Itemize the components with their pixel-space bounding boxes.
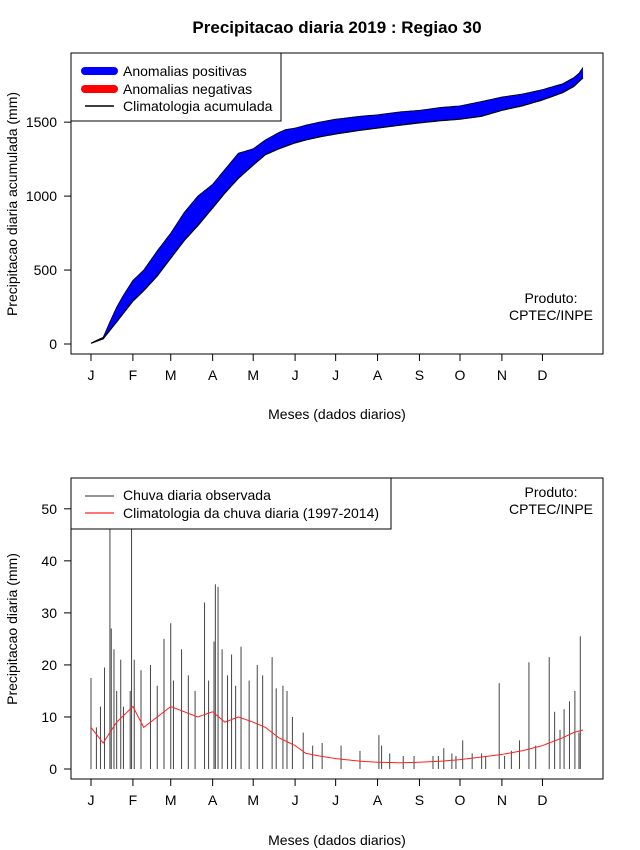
- legend-label-positive: Anomalias positivas: [123, 63, 247, 79]
- y-tick-label: 50: [41, 501, 57, 517]
- x-tick-label: O: [455, 367, 466, 383]
- chart-title: Precipitacao diaria 2019 : Regiao 30: [192, 18, 481, 37]
- climatology-rain-layer: [90, 705, 584, 764]
- positive-anomaly-area: [91, 67, 583, 344]
- annotation: Produto: CPTEC/INPE: [509, 290, 593, 323]
- legend-label-observed: Chuva diaria observada: [123, 487, 271, 503]
- x-tick-label: J: [88, 367, 95, 383]
- x-tick-label: A: [208, 792, 218, 808]
- legend: Anomalias positivas Anomalias negativas …: [70, 52, 282, 122]
- x-tick-label: M: [247, 792, 259, 808]
- y-tick-label: 0: [49, 336, 57, 352]
- y-tick-label: 500: [34, 262, 58, 278]
- y-tick-label: 10: [41, 709, 57, 725]
- x-tick-label: A: [208, 367, 218, 383]
- x-tick-label: M: [165, 792, 177, 808]
- y-tick-label: 1000: [26, 188, 57, 204]
- x-tick-label: N: [497, 792, 507, 808]
- x-tick-label: M: [247, 367, 259, 383]
- legend-box: [70, 477, 392, 530]
- x-tick-label: J: [88, 792, 95, 808]
- x-tick-label: M: [165, 367, 177, 383]
- panel-daily: 0 10 20 30 40 50 J F M A M J J A S O N D Precipitacao di…: [4, 477, 604, 848]
- y-tick-label: 0: [49, 761, 57, 777]
- x-tick-label: J: [332, 367, 339, 383]
- x-tick-label: F: [129, 367, 138, 383]
- y-tick-label: 40: [41, 553, 57, 569]
- x-tick-label: F: [129, 792, 138, 808]
- observed-cumulative-line: [90, 67, 584, 344]
- x-tick-label: J: [292, 367, 299, 383]
- x-tick-label: O: [455, 792, 466, 808]
- x-axis-label: Meses (dados diarios): [268, 832, 406, 848]
- y-tick-label: 1500: [26, 114, 57, 130]
- annotation: Produto: CPTEC/INPE: [509, 484, 593, 517]
- x-tick-label: J: [292, 792, 299, 808]
- annotation-line-2: CPTEC/INPE: [509, 307, 593, 323]
- legend: Chuva diaria observada Climatologia da c…: [70, 477, 392, 530]
- cumulative-lines-layer: [90, 67, 584, 344]
- cumulative-area-layer: [91, 67, 583, 344]
- annotation-line-2: CPTEC/INPE: [509, 501, 593, 517]
- legend-label-climatology: Climatologia da chuva diaria (1997-2014): [123, 505, 379, 521]
- x-axis-label: Meses (dados diarios): [268, 406, 406, 422]
- y-axis: 0 10 20 30 40 50: [41, 501, 72, 777]
- legend-label-climatology: Climatologia acumulada: [123, 98, 273, 114]
- x-tick-label: D: [537, 367, 547, 383]
- observed-rain-layer: [90, 519, 581, 769]
- climatology-cumulative-line: [90, 77, 584, 344]
- y-tick-label: 30: [41, 605, 57, 621]
- x-tick-label: A: [373, 367, 383, 383]
- x-tick-label: J: [332, 792, 339, 808]
- climatology-daily-line: [90, 705, 584, 764]
- x-tick-label: S: [415, 367, 424, 383]
- x-tick-label: A: [373, 792, 383, 808]
- y-axis-label: Precipitacao diaria (mm): [4, 553, 20, 705]
- y-axis: 0 500 1000 1500: [26, 114, 72, 352]
- annotation-line-1: Produto:: [525, 484, 578, 500]
- x-tick-label: D: [537, 792, 547, 808]
- x-tick-label: N: [497, 367, 507, 383]
- x-tick-label: S: [415, 792, 424, 808]
- annotation-line-1: Produto:: [525, 290, 578, 306]
- legend-label-negative: Anomalias negativas: [123, 81, 252, 97]
- y-axis-label: Precipitacao diaria acumulada (mm): [4, 92, 20, 316]
- panel-cumulative: 0 500 1000 1500 J F M A M J J A S O N D Precipitacao d…: [4, 52, 604, 422]
- y-tick-label: 20: [41, 657, 57, 673]
